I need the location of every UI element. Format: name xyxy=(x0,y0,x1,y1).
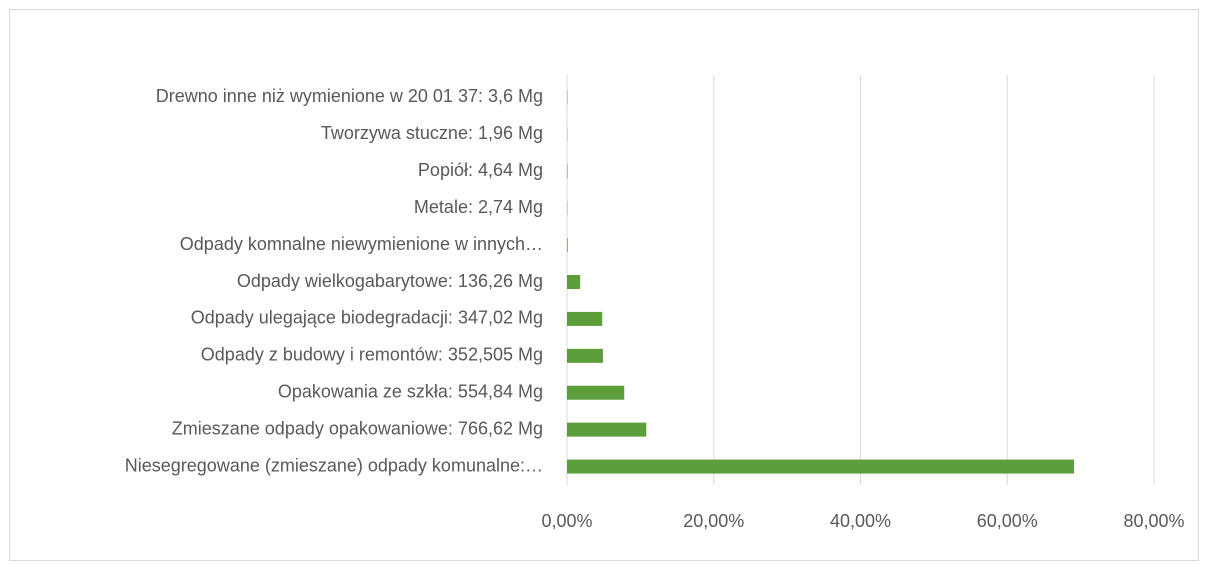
x-tick-label: 0,00% xyxy=(541,511,592,531)
bar xyxy=(567,238,568,252)
bar xyxy=(567,312,602,326)
y-tick-label: Odpady komnalne niewymienione w innych… xyxy=(180,234,543,254)
bar xyxy=(567,423,646,437)
bar xyxy=(567,349,603,363)
x-tick-label: 60,00% xyxy=(977,511,1038,531)
bar xyxy=(567,386,624,400)
y-tick-label: Odpady wielkogabarytowe: 136,26 Mg xyxy=(237,271,543,291)
y-tick-label: Odpady z budowy i remontów: 352,505 Mg xyxy=(201,345,543,365)
x-tick-label: 20,00% xyxy=(683,511,744,531)
x-tick-label: 40,00% xyxy=(830,511,891,531)
bar xyxy=(567,275,580,289)
y-tick-label: Drewno inne niż wymienione w 20 01 37: 3… xyxy=(156,86,543,106)
y-tick-label: Popiół: 4,64 Mg xyxy=(418,160,543,180)
bar xyxy=(567,460,1074,474)
y-tick-label: Metale: 2,74 Mg xyxy=(414,197,543,217)
y-tick-label: Opakowania ze szkła: 554,84 Mg xyxy=(278,381,543,401)
y-tick-label: Zmieszane odpady opakowaniowe: 766,62 Mg xyxy=(172,418,543,438)
x-tick-label: 80,00% xyxy=(1123,511,1184,531)
y-tick-label: Niesegregowane (zmieszane) odpady komuna… xyxy=(125,455,543,475)
bar xyxy=(567,164,568,178)
y-tick-label: Odpady ulegające biodegradacji: 347,02 M… xyxy=(191,308,543,328)
y-tick-label: Tworzywa stuczne: 1,96 Mg xyxy=(321,123,543,143)
